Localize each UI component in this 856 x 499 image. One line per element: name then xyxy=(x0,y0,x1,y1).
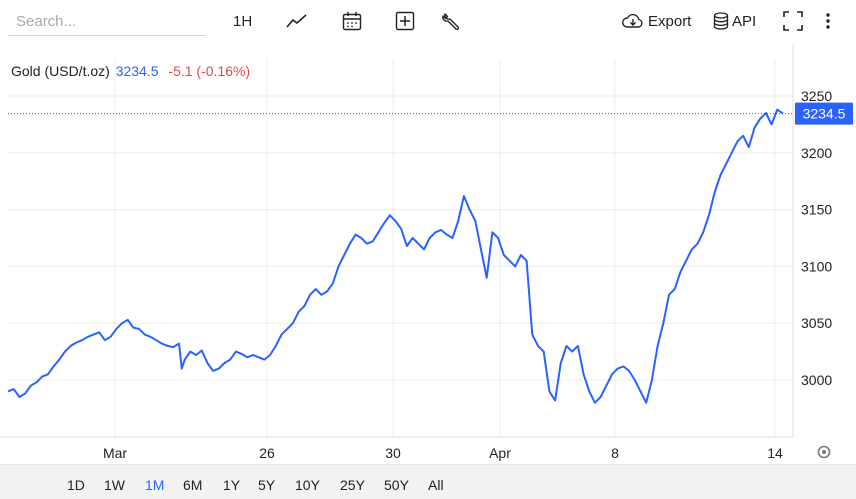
chart-legend: Gold (USD/t.oz) 3234.5 -5.1 (-0.16%) xyxy=(11,63,250,79)
more-menu-button[interactable] xyxy=(824,8,832,34)
period-1m[interactable]: 1M xyxy=(145,477,165,493)
legend-value: 3234.5 xyxy=(115,63,159,79)
more-vertical-icon xyxy=(826,13,830,29)
period-all[interactable]: All xyxy=(428,477,444,493)
last-price-tag: 3234.5 xyxy=(795,102,853,125)
period-1y[interactable]: 1Y xyxy=(223,477,241,493)
api-label: API xyxy=(732,12,757,30)
add-indicator-button[interactable] xyxy=(395,8,415,34)
y-tick-label: 3100 xyxy=(801,258,832,274)
y-tick-label: 3150 xyxy=(801,202,832,218)
period-1w[interactable]: 1W xyxy=(104,477,125,493)
line-chart-icon xyxy=(286,14,307,28)
period-6m[interactable]: 6M xyxy=(183,477,203,493)
chart-type-button[interactable] xyxy=(286,8,308,34)
y-tick-label: 3200 xyxy=(801,145,832,161)
database-icon xyxy=(713,12,729,30)
export-label: Export xyxy=(648,12,692,30)
chart-grid xyxy=(0,44,794,438)
cloud-download-icon xyxy=(622,13,643,28)
x-tick-label: 14 xyxy=(767,445,783,461)
price-series-line xyxy=(7,108,784,404)
price-chart[interactable]: 3000 3050 3100 3150 3200 3250 Mar 26 30 Apr 8 14 3… xyxy=(0,44,856,464)
y-axis: 3000 3050 3100 3150 3200 3250 xyxy=(801,88,832,388)
toolbar: 1H Export xyxy=(0,0,856,44)
period-50y[interactable]: 50Y xyxy=(384,477,409,493)
interval-label: 1H xyxy=(233,12,253,30)
gear-center-icon xyxy=(822,450,826,454)
y-tick-label: 3000 xyxy=(801,372,832,388)
settings-tool-button[interactable] xyxy=(441,8,461,34)
wrench-icon xyxy=(442,13,460,31)
date-range-button[interactable] xyxy=(342,8,362,34)
export-button[interactable]: Export xyxy=(621,8,691,34)
search-input[interactable] xyxy=(8,8,206,36)
period-1d[interactable]: 1D xyxy=(67,477,85,493)
chart-settings-button[interactable] xyxy=(817,445,831,459)
x-tick-label: 8 xyxy=(611,445,619,461)
legend-symbol: Gold (USD/t.oz) xyxy=(11,63,110,79)
x-axis: Mar 26 30 Apr 8 14 xyxy=(103,445,783,461)
period-5y[interactable]: 5Y xyxy=(258,477,276,493)
calendar-icon xyxy=(342,12,362,31)
period-25y[interactable]: 25Y xyxy=(340,477,365,493)
period-bar: 1D 1W 1M 6M 1Y 5Y 10Y 25Y 50Y All xyxy=(0,464,856,499)
y-tick-label: 3250 xyxy=(801,88,832,104)
svg-text:3234.5: 3234.5 xyxy=(803,106,846,122)
interval-button[interactable]: 1H xyxy=(233,8,252,34)
legend-change: -5.1 (-0.16%) xyxy=(168,63,251,79)
fullscreen-button[interactable] xyxy=(783,8,803,34)
plus-box-icon xyxy=(395,11,415,31)
api-button[interactable]: API xyxy=(713,8,756,34)
y-tick-label: 3050 xyxy=(801,315,832,331)
x-tick-label: Apr xyxy=(489,445,511,461)
period-10y[interactable]: 10Y xyxy=(295,477,320,493)
x-tick-label: 26 xyxy=(259,445,275,461)
x-tick-label: 30 xyxy=(385,445,401,461)
x-tick-label: Mar xyxy=(103,445,127,461)
fullscreen-icon xyxy=(783,11,803,31)
gear-icon xyxy=(817,445,831,459)
